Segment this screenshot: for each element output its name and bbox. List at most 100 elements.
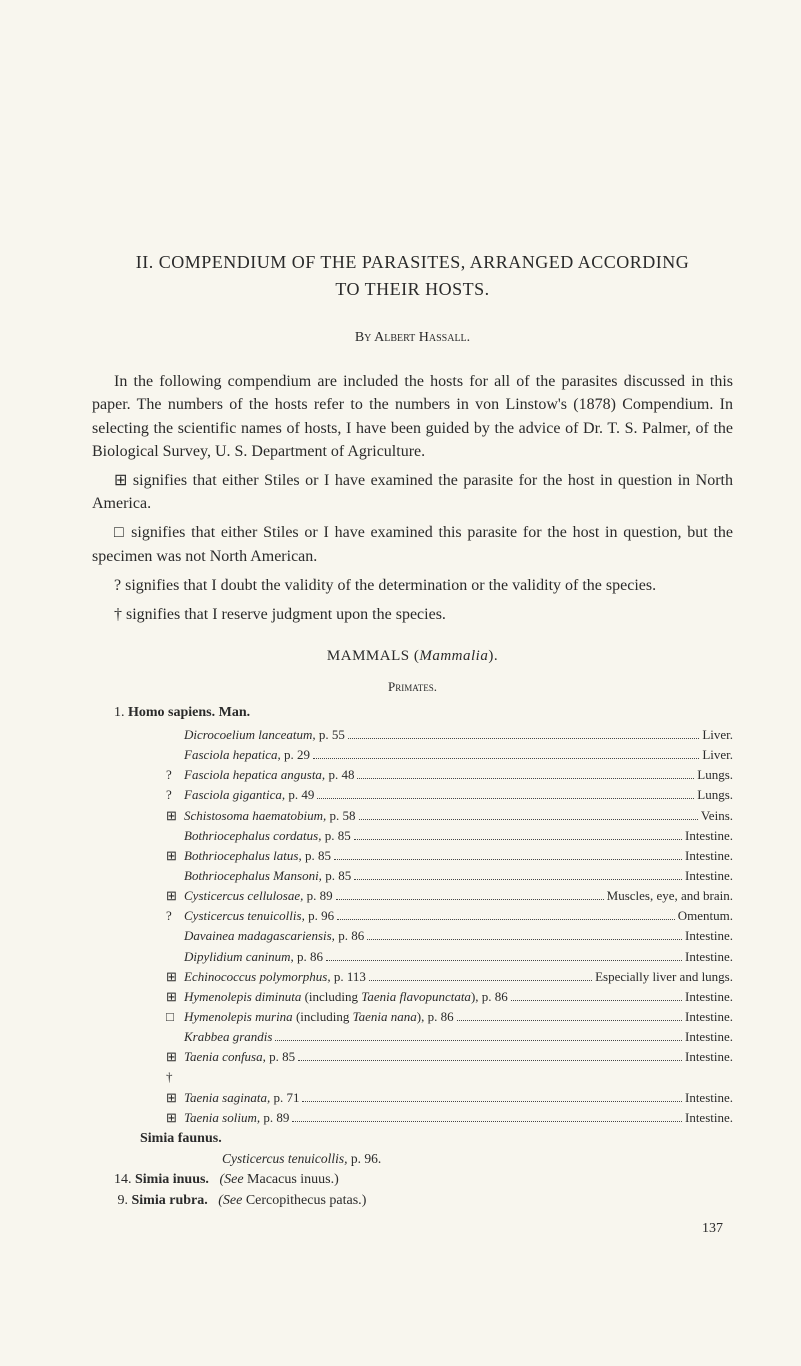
species-row: ⊞Cysticercus cellulosae, p. 89 Muscles, e… — [92, 886, 733, 906]
row-left: Taenia confusa, p. 85 — [184, 1047, 295, 1067]
row-dots — [367, 939, 682, 940]
row-symbol: ⊞ — [166, 846, 184, 866]
row-dots — [359, 819, 698, 820]
section-heading: MAMMALS (Mammalia). — [92, 648, 733, 665]
entry-1-heading: 1. Homo sapiens. Man. — [92, 705, 733, 721]
row-right: Especially liver and lungs. — [595, 967, 733, 987]
row-left: Fasciola hepatica angusta, p. 48 — [184, 765, 354, 785]
row-dots — [298, 1060, 682, 1061]
page-title-line2: TO THEIR HOSTS. — [92, 279, 733, 300]
row-right: Veins. — [701, 806, 733, 826]
row-right: Muscles, eye, and brain. — [607, 886, 733, 906]
row-right: Intestine. — [685, 1108, 733, 1128]
row-right: Intestine. — [685, 866, 733, 886]
row-dots — [369, 980, 592, 981]
row-dots — [354, 879, 682, 880]
row-right: Intestine. — [685, 1088, 733, 1108]
row-left: Davainea madagascariensis, p. 86 — [184, 926, 364, 946]
row-left: Taenia saginata, p. 71 — [184, 1088, 299, 1108]
row-dots — [511, 1000, 682, 1001]
row-dots — [457, 1020, 682, 1021]
cysticercus-line: Cysticercus tenuicollis, p. 96. — [92, 1149, 733, 1169]
row-right: Lungs. — [697, 785, 733, 805]
page-title-line1: II. COMPENDIUM OF THE PARASITES, ARRANGE… — [92, 250, 733, 275]
row-dots — [302, 1101, 682, 1102]
symbol-def-1: ⊞ signifies that either Stiles or I have… — [92, 469, 733, 515]
row-right: Intestine. — [685, 947, 733, 967]
species-row: Dipylidium caninum, p. 86 Intestine. — [92, 947, 733, 967]
row-symbol: ? — [166, 765, 184, 785]
row-dots — [348, 738, 699, 739]
row-left: Taenia solium, p. 89 — [184, 1108, 289, 1128]
row-left: Dipylidium caninum, p. 86 — [184, 947, 323, 967]
species-row: ⊞Taenia solium, p. 89 Intestine. — [92, 1108, 733, 1128]
row-right: Intestine. — [685, 1007, 733, 1027]
row-left: Cysticercus cellulosae, p. 89 — [184, 886, 333, 906]
line-9: 9. Simia rubra. (See Cercopithecus patas… — [92, 1190, 733, 1211]
row-right: Liver. — [702, 745, 733, 765]
row-symbol: ⊞ — [166, 806, 184, 826]
row-symbol: ⊞ † — [166, 1047, 184, 1087]
row-dots — [354, 839, 682, 840]
subheading-primates: Primates. — [92, 679, 733, 695]
row-symbol: ⊞ — [166, 967, 184, 987]
row-left: Bothriocephalus latus, p. 85 — [184, 846, 331, 866]
paragraph-1: In the following compendium are included… — [92, 370, 733, 463]
row-right: Intestine. — [685, 826, 733, 846]
row-left: Echinococcus polymorphus, p. 113 — [184, 967, 366, 987]
row-symbol: ⊞ — [166, 886, 184, 906]
page-number: 137 — [92, 1221, 733, 1237]
row-symbol: ? — [166, 906, 184, 926]
row-left: Hymenolepis murina (including Taenia nan… — [184, 1007, 454, 1027]
row-symbol: ⊞ — [166, 1088, 184, 1108]
symbol-def-2: □ signifies that either Stiles or I have… — [92, 521, 733, 567]
row-left: Fasciola hepatica, p. 29 — [184, 745, 310, 765]
author-line: By Albert Hassall. — [92, 330, 733, 346]
row-left: Hymenolepis diminuta (including Taenia f… — [184, 987, 508, 1007]
row-right: Omentum. — [678, 906, 733, 926]
species-row: ⊞Bothriocephalus latus, p. 85 Intestine. — [92, 846, 733, 866]
species-row: Bothriocephalus Mansoni, p. 85Intestine. — [92, 866, 733, 886]
row-dots — [336, 899, 604, 900]
symbol-def-3: ? signifies that I doubt the validity of… — [92, 574, 733, 597]
row-right: Intestine. — [685, 987, 733, 1007]
row-right: Intestine. — [685, 846, 733, 866]
species-row: ⊞Echinococcus polymorphus, p. 113 Especia… — [92, 967, 733, 987]
row-left: Krabbea grandis — [184, 1027, 272, 1047]
row-dots — [317, 798, 694, 799]
simia-faunus: Simia faunus. — [92, 1128, 733, 1149]
row-symbol: □ — [166, 1007, 184, 1027]
species-list: Dicrocoelium lanceatum, p. 55Liver.Fasci… — [92, 725, 733, 1128]
species-row: ?Fasciola gigantica, p. 49Lungs. — [92, 785, 733, 805]
species-row: ⊞ †Taenia confusa, p. 85 Intestine. — [92, 1047, 733, 1087]
species-row: Davainea madagascariensis, p. 86 Intestin… — [92, 926, 733, 946]
row-dots — [326, 960, 682, 961]
symbol-def-4: † signifies that I reserve judgment upon… — [92, 603, 733, 626]
species-row: □Hymenolepis murina (including Taenia na… — [92, 1007, 733, 1027]
row-right: Intestine. — [685, 1047, 733, 1067]
species-row: Krabbea grandis Intestine. — [92, 1027, 733, 1047]
row-symbol: ⊞ — [166, 987, 184, 1007]
row-left: Fasciola gigantica, p. 49 — [184, 785, 314, 805]
row-dots — [292, 1121, 682, 1122]
row-left: Dicrocoelium lanceatum, p. 55 — [184, 725, 345, 745]
row-left: Schistosoma haematobium, p. 58 — [184, 806, 356, 826]
species-row: Bothriocephalus cordatus, p. 85 Intestine… — [92, 826, 733, 846]
row-dots — [275, 1040, 682, 1041]
row-right: Liver. — [702, 725, 733, 745]
species-row: ?Fasciola hepatica angusta, p. 48 Lungs. — [92, 765, 733, 785]
row-right: Intestine. — [685, 926, 733, 946]
row-right: Intestine. — [685, 1027, 733, 1047]
species-row: Dicrocoelium lanceatum, p. 55 Liver. — [92, 725, 733, 745]
species-row: ⊞Schistosoma haematobium, p. 58 Veins. — [92, 806, 733, 826]
species-row: Fasciola hepatica, p. 29 Liver. — [92, 745, 733, 765]
species-row: ⊞Taenia saginata, p. 71 Intestine. — [92, 1088, 733, 1108]
row-symbol: ⊞ — [166, 1108, 184, 1128]
document-page: II. COMPENDIUM OF THE PARASITES, ARRANGE… — [0, 0, 801, 1366]
row-left: Bothriocephalus cordatus, p. 85 — [184, 826, 351, 846]
row-dots — [313, 758, 699, 759]
row-right: Lungs. — [697, 765, 733, 785]
row-dots — [334, 859, 682, 860]
line-14: 14. Simia inuus. (See Macacus inuus.) — [92, 1169, 733, 1190]
species-row: ?Cysticercus tenuicollis, p. 96Omentum. — [92, 906, 733, 926]
